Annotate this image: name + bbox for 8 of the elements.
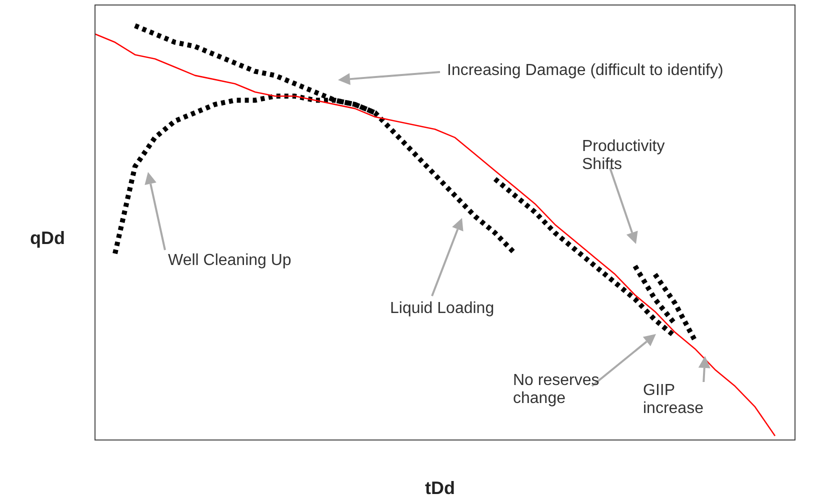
x-axis-title: tDd bbox=[425, 478, 455, 499]
annotation: GIIP increase bbox=[643, 382, 723, 418]
annotation: Increasing Damage (difficult to identify) bbox=[447, 62, 724, 80]
annotation: Productivity Shifts bbox=[582, 138, 666, 174]
annotation: No reserves change bbox=[513, 372, 600, 408]
annotation: Liquid Loading bbox=[390, 300, 494, 318]
y-axis-title: qDd bbox=[30, 228, 65, 249]
annotation: Well Cleaning Up bbox=[168, 252, 292, 270]
